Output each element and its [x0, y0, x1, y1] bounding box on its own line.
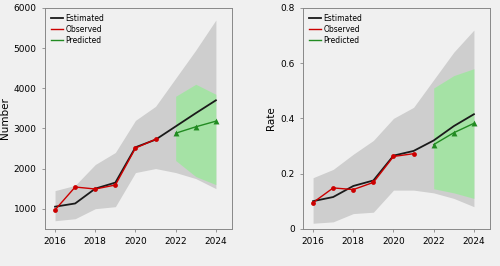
Point	[152, 137, 160, 141]
Point	[390, 154, 398, 159]
Point	[71, 185, 79, 189]
Point	[92, 187, 100, 191]
Point	[430, 143, 438, 147]
Point	[112, 183, 120, 187]
Point	[132, 146, 140, 150]
Point	[309, 200, 317, 205]
Point	[329, 186, 337, 190]
Y-axis label: Number: Number	[0, 97, 10, 139]
Point	[192, 125, 200, 129]
Point	[450, 131, 458, 135]
Y-axis label: Rate: Rate	[266, 106, 276, 130]
Point	[172, 131, 179, 135]
Point	[370, 180, 378, 185]
Point	[51, 208, 59, 212]
Legend: Estimated, Observed, Predicted: Estimated, Observed, Predicted	[307, 12, 365, 47]
Point	[212, 119, 220, 123]
Point	[410, 152, 418, 156]
Point	[350, 188, 358, 192]
Point	[470, 121, 478, 126]
Legend: Estimated, Observed, Predicted: Estimated, Observed, Predicted	[49, 12, 107, 47]
